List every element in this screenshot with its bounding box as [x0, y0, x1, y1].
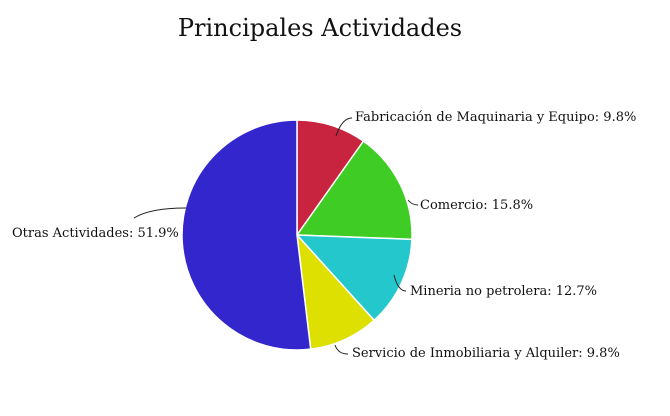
- slice-label: Servicio de Inmobiliaria y Alquiler: 9.8…: [352, 346, 620, 361]
- chart-title: Principales Actividades: [178, 14, 462, 42]
- leader-line: [334, 344, 349, 355]
- slice-label: Comercio: 15.8%: [420, 198, 533, 213]
- label-leader-lines: [133, 117, 419, 355]
- pie-slices: [181, 119, 413, 351]
- leader-line: [133, 207, 187, 219]
- slice-label: Otras Actividades: 51.9%: [12, 226, 179, 241]
- slice-label: Fabricación de Maquinaria y Equipo: 9.8%: [355, 110, 636, 125]
- pie-slice-mineria-no-petrolera: [295, 234, 413, 322]
- pie-slice-otras-actividades: [181, 119, 312, 351]
- leader-line: [393, 274, 407, 292]
- leader-line: [335, 117, 353, 137]
- slice-label: Mineria no petrolera: 12.7%: [410, 284, 597, 299]
- pie-slice-comercio: [295, 140, 413, 241]
- slice-labels: Fabricación de Maquinaria y Equipo: 9.8%…: [12, 110, 636, 361]
- leader-line: [407, 199, 419, 206]
